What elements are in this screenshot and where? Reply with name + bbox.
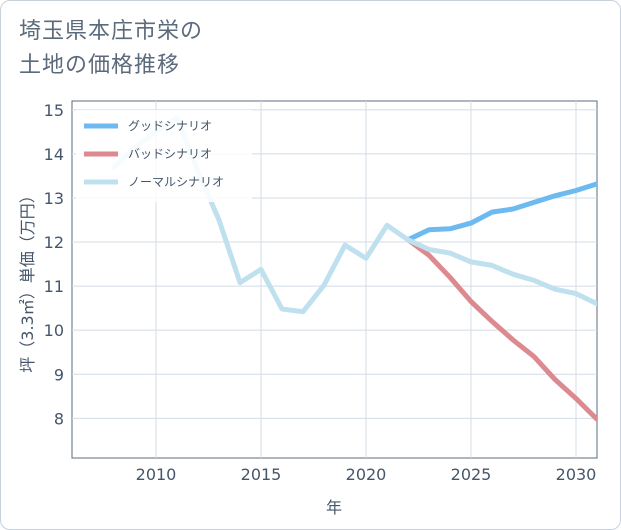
y-axis-ticks: 8 9 10 11 12 13 14 15 xyxy=(44,101,64,429)
chart-title-line-1: 埼玉県本庄市栄の xyxy=(19,19,204,44)
y-tick-label: 15 xyxy=(44,101,64,120)
legend-label-1: バッドシナリオ xyxy=(128,147,212,161)
x-tick-label: 2030 xyxy=(556,465,597,484)
series-line-0 xyxy=(405,181,597,243)
y-tick-label: 13 xyxy=(44,189,64,208)
y-tick-label: 8 xyxy=(54,409,64,428)
x-tick-label: 2025 xyxy=(451,465,492,484)
x-axis-ticks: 2010 2015 2020 2025 2030 xyxy=(136,465,597,484)
y-tick-label: 10 xyxy=(44,321,64,340)
x-tick-label: 2010 xyxy=(136,465,177,484)
series-line-1 xyxy=(405,237,597,422)
x-axis-title: 年 xyxy=(326,498,342,517)
chart-title-line-2: 土地の価格推移 xyxy=(19,53,181,78)
x-tick-label: 2015 xyxy=(241,465,282,484)
x-tick-label: 2020 xyxy=(346,465,387,484)
y-tick-label: 12 xyxy=(44,233,64,252)
y-tick-label: 11 xyxy=(44,277,64,296)
legend-label-2: ノーマルシナリオ xyxy=(128,175,224,189)
y-axis-title: 坪（3.3㎡）単価（万円） xyxy=(18,187,37,372)
y-tick-label: 9 xyxy=(54,365,64,384)
y-tick-label: 14 xyxy=(44,145,64,164)
chart-title: 埼玉県本庄市栄の 土地の価格推移 xyxy=(19,15,203,83)
legend-label-0: グッドシナリオ xyxy=(128,119,212,133)
